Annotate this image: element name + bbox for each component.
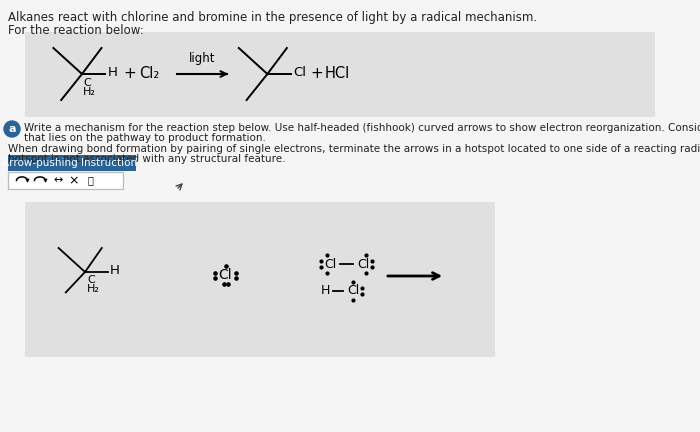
Text: Cl: Cl — [218, 268, 232, 282]
Bar — [8, 155, 136, 171]
Text: H: H — [107, 67, 118, 79]
Text: that lies on the pathway to product formation.: that lies on the pathway to product form… — [24, 133, 266, 143]
Bar — [8, 172, 123, 189]
Text: For the reaction below:: For the reaction below: — [8, 24, 143, 37]
Text: H₂: H₂ — [83, 87, 96, 97]
Circle shape — [4, 121, 20, 137]
Text: 🗑: 🗑 — [87, 175, 93, 185]
Text: C: C — [83, 78, 91, 88]
Text: hotspot is not associated with any structural feature.: hotspot is not associated with any struc… — [8, 154, 286, 164]
Text: H₂: H₂ — [87, 284, 100, 294]
Text: HCl: HCl — [325, 66, 350, 80]
Text: Arrow-pushing Instructions: Arrow-pushing Instructions — [1, 158, 142, 168]
Text: C: C — [87, 275, 94, 285]
Bar — [25, 32, 655, 117]
Text: Cl: Cl — [324, 257, 336, 270]
Text: a: a — [8, 124, 15, 134]
Text: H: H — [321, 285, 330, 298]
Text: Cl: Cl — [357, 257, 369, 270]
Text: H: H — [110, 264, 120, 277]
Text: light: light — [189, 52, 216, 65]
Text: Alkanes react with chlorine and bromine in the presence of light by a radical me: Alkanes react with chlorine and bromine … — [8, 11, 537, 24]
Text: When drawing bond formation by pairing of single electrons, terminate the arrows: When drawing bond formation by pairing o… — [8, 144, 700, 154]
Text: Write a mechanism for the reaction step below. Use half-headed (fishhook) curved: Write a mechanism for the reaction step … — [24, 123, 700, 133]
Text: Cl: Cl — [293, 67, 306, 79]
Text: +: + — [311, 66, 323, 80]
Text: Cl₂: Cl₂ — [139, 66, 160, 80]
Text: +: + — [123, 66, 136, 80]
Text: ↔: ↔ — [53, 175, 63, 185]
Text: ×: × — [69, 174, 79, 187]
Bar — [25, 202, 495, 357]
Text: Cl: Cl — [347, 285, 359, 298]
